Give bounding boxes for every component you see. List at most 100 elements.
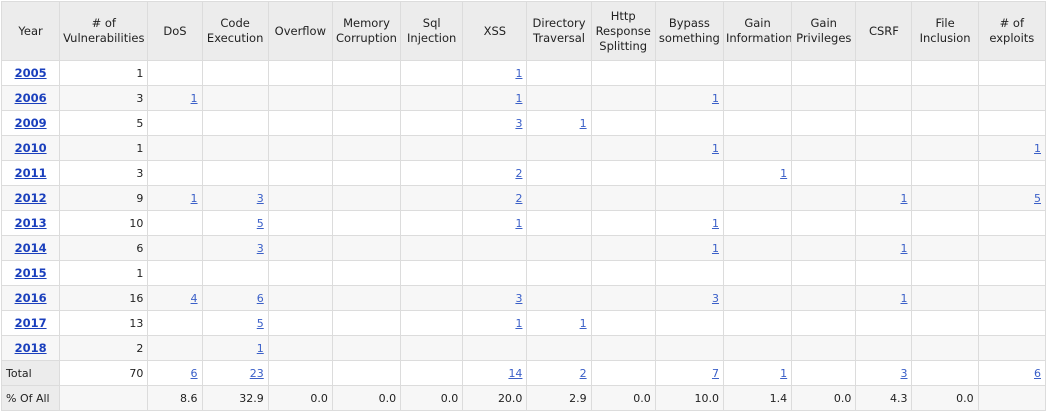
count-link[interactable]: 1: [711, 241, 719, 255]
year-link[interactable]: 2006: [14, 91, 47, 105]
column-header-gain-information: Gain Information: [722, 1, 793, 61]
cell-xss: 1: [462, 210, 528, 236]
cell-dos: [147, 260, 203, 286]
year-link[interactable]: 2015: [14, 266, 47, 280]
count-link[interactable]: 1: [256, 341, 264, 355]
count-link[interactable]: 1: [515, 316, 523, 330]
count-link[interactable]: 2: [515, 191, 523, 205]
count-link[interactable]: 5: [256, 316, 264, 330]
cell-of-vulnerabilities: 2: [59, 335, 149, 361]
count-link[interactable]: 1: [900, 291, 908, 305]
cell-memory-corruption: [331, 60, 402, 86]
cell-gain-information: 1.4: [722, 385, 793, 411]
cell-gain-information: [722, 60, 793, 86]
cell-http-response-splitting: [590, 110, 656, 136]
count-link[interactable]: 1: [515, 66, 523, 80]
cell-file-inclusion: [911, 110, 979, 136]
count-link[interactable]: 1: [711, 141, 719, 155]
column-header-csrf: CSRF: [855, 1, 913, 61]
cell-overflow: [267, 310, 333, 336]
column-header-http-response-splitting: Http Response Splitting: [590, 1, 656, 61]
year-cell: 2017: [0, 310, 61, 336]
count-link[interactable]: 6: [256, 291, 264, 305]
count-link[interactable]: 3: [256, 241, 264, 255]
count-link[interactable]: 1: [190, 191, 198, 205]
cell-code-execution: 5: [201, 210, 269, 236]
cell-directory-traversal: [526, 60, 592, 86]
count-link[interactable]: 1: [579, 116, 587, 130]
count-link[interactable]: 1: [579, 316, 587, 330]
cell-sql-injection: [400, 60, 464, 86]
cell-overflow: [267, 135, 333, 161]
count-link[interactable]: 2: [579, 366, 587, 380]
cell-code-execution: [201, 110, 269, 136]
year-link[interactable]: 2011: [14, 166, 47, 180]
column-header-year: Year: [0, 1, 61, 61]
count-link[interactable]: 6: [190, 366, 198, 380]
cell-csrf: [855, 85, 913, 111]
count-link[interactable]: 3: [256, 191, 264, 205]
count-link[interactable]: 1: [515, 216, 523, 230]
count-link[interactable]: 1: [1034, 141, 1041, 155]
cell-sql-injection: [400, 185, 464, 211]
count-link[interactable]: 1: [900, 191, 908, 205]
cell-code-execution: [201, 85, 269, 111]
count-link[interactable]: 1: [711, 216, 719, 230]
count-link[interactable]: 1: [900, 241, 908, 255]
count-link[interactable]: 5: [256, 216, 264, 230]
cell-directory-traversal: [526, 135, 592, 161]
count-link[interactable]: 14: [508, 366, 523, 380]
count-link[interactable]: 3: [515, 291, 523, 305]
year-link[interactable]: 2018: [14, 341, 47, 355]
count-link[interactable]: 1: [780, 366, 788, 380]
count-link[interactable]: 3: [900, 366, 908, 380]
cell-gain-privileges: [791, 160, 857, 186]
cell-csrf: [855, 110, 913, 136]
cell-overflow: [267, 160, 333, 186]
cell-of-vulnerabilities: 10: [59, 210, 149, 236]
year-link[interactable]: 2017: [14, 316, 47, 330]
count-link[interactable]: 2: [515, 166, 523, 180]
year-link[interactable]: 2016: [14, 291, 47, 305]
count-link[interactable]: 3: [711, 291, 719, 305]
year-link[interactable]: 2013: [14, 216, 47, 230]
cell-directory-traversal: 2.9: [526, 385, 592, 411]
count-link[interactable]: 6: [1034, 366, 1041, 380]
cell-csrf: 3: [855, 360, 913, 386]
cell-of-vulnerabilities: 13: [59, 310, 149, 336]
count-link[interactable]: 4: [190, 291, 198, 305]
cell-memory-corruption: 0.0: [331, 385, 402, 411]
cell-gain-information: [722, 260, 793, 286]
count-link[interactable]: 3: [515, 116, 523, 130]
year-link[interactable]: 2009: [14, 116, 47, 130]
cell-overflow: [267, 185, 333, 211]
cell-gain-information: 1: [722, 360, 793, 386]
cell-xss: [462, 235, 528, 261]
count-link[interactable]: 1: [515, 91, 523, 105]
count-link[interactable]: 23: [249, 366, 264, 380]
year-link[interactable]: 2010: [14, 141, 47, 155]
table-body: 2005 1 1 2006 3 1 1 1 2009 5 3 1 2010 1 1 1 2011 3 2 1 2012 9…: [0, 60, 1047, 411]
count-link[interactable]: 7: [711, 366, 719, 380]
count-link[interactable]: 1: [190, 91, 198, 105]
cell-gain-privileges: [791, 210, 857, 236]
cell-dos: [147, 335, 203, 361]
count-link[interactable]: 1: [780, 166, 788, 180]
cell-dos: [147, 235, 203, 261]
year-cell: 2018: [0, 335, 61, 361]
cell-of-exploits: [977, 285, 1047, 311]
cell-code-execution: [201, 260, 269, 286]
cell-csrf: 1: [855, 235, 913, 261]
count-link[interactable]: 1: [711, 91, 719, 105]
year-link[interactable]: 2012: [14, 191, 47, 205]
year-link[interactable]: 2005: [14, 66, 47, 80]
cell-bypass-something: [654, 185, 724, 211]
column-header-sql-injection: Sql Injection: [400, 1, 464, 61]
cell-xss: 14: [462, 360, 528, 386]
cell-gain-privileges: [791, 60, 857, 86]
cell-of-vulnerabilities: [59, 385, 149, 411]
count-link[interactable]: 5: [1034, 191, 1041, 205]
cell-csrf: 1: [855, 185, 913, 211]
year-link[interactable]: 2014: [14, 241, 47, 255]
cell-bypass-something: 7: [654, 360, 724, 386]
